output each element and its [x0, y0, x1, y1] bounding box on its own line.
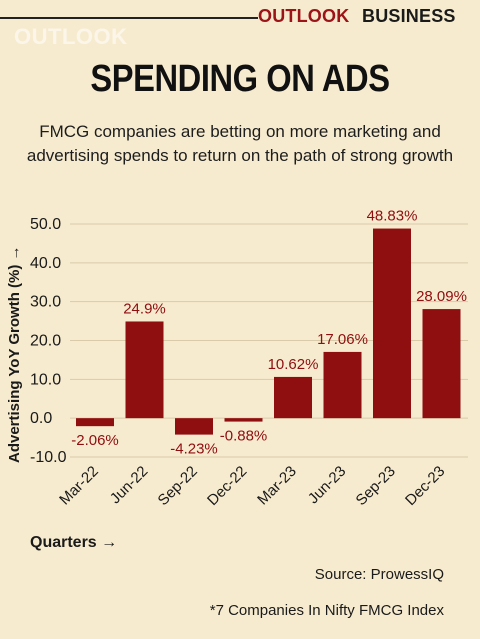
brand-outlook: OUTLOOK: [258, 6, 350, 26]
brand-business: BUSINESS: [362, 6, 456, 26]
y-tick-label: 40.0: [30, 255, 61, 272]
header-rule: [0, 17, 258, 19]
value-label: -4.23%: [170, 441, 218, 458]
value-label: -0.88%: [220, 428, 268, 445]
bar: [125, 321, 164, 419]
x-tick-label: Jun-23: [305, 463, 349, 507]
value-label: 28.09%: [416, 288, 467, 305]
x-tick-label: Mar-22: [56, 463, 102, 509]
y-tick-label: 0.0: [30, 410, 52, 427]
bar: [323, 351, 362, 419]
brand-header: OUTLOOK BUSINESS: [0, 0, 480, 34]
watermark-logo: OUTLOOK: [14, 24, 128, 49]
y-tick-label: 10.0: [30, 371, 61, 388]
value-label: 10.62%: [268, 356, 319, 373]
value-label: 24.9%: [123, 300, 166, 317]
x-tick-label: Sep-23: [353, 463, 399, 509]
x-axis-label: Quarters →: [30, 534, 118, 551]
y-tick-label: 30.0: [30, 294, 61, 311]
bar: [175, 418, 213, 435]
x-tick-label: Dec-22: [204, 463, 250, 509]
x-tick-label: Dec-23: [402, 463, 448, 509]
bar: [224, 418, 263, 422]
value-label: 17.06%: [317, 331, 368, 348]
x-tick-label: Jun-22: [107, 463, 151, 507]
chart-subtitle: FMCG companies are betting on more marke…: [26, 122, 454, 165]
y-tick-label: 50.0: [30, 216, 61, 233]
value-label: -2.06%: [71, 432, 119, 449]
bar: [373, 228, 411, 419]
footnote: *7 Companies In Nifty FMCG Index: [209, 602, 444, 619]
bar-chart: -10.0 0.0 10.0 20.0 30.0 40.0 50.0 -2.06% Mar-22…: [30, 208, 468, 509]
value-label: 48.83%: [367, 208, 418, 225]
x-tick-label: Sep-22: [155, 463, 201, 509]
bar: [76, 418, 114, 427]
x-tick-label: Mar-23: [254, 463, 300, 509]
y-tick-label: 20.0: [30, 333, 61, 350]
chart-title: SPENDING ON ADS: [90, 58, 390, 100]
y-axis-label: Advertising YoY Growth (%) →: [6, 245, 23, 463]
bar: [422, 309, 461, 419]
bar: [274, 376, 312, 419]
source-note: Source: ProwessIQ: [314, 566, 444, 583]
y-tick-label: -10.0: [30, 449, 67, 466]
